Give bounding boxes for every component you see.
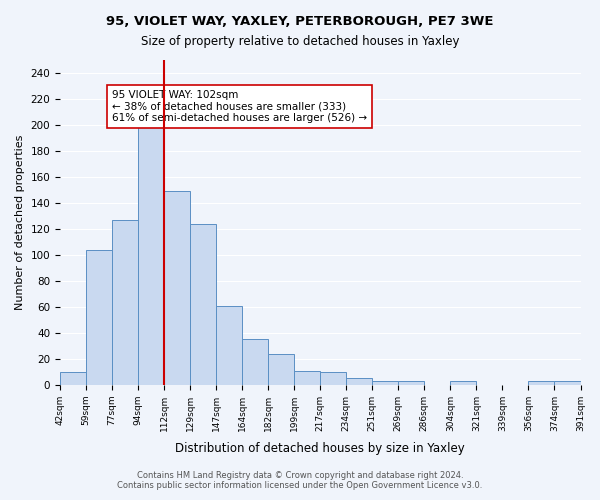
Bar xyxy=(451,381,476,385)
Text: Contains HM Land Registry data © Crown copyright and database right 2024.
Contai: Contains HM Land Registry data © Crown c… xyxy=(118,470,482,490)
Bar xyxy=(86,250,112,385)
Bar xyxy=(398,381,424,385)
Bar xyxy=(346,378,373,385)
Y-axis label: Number of detached properties: Number of detached properties xyxy=(15,134,25,310)
X-axis label: Distribution of detached houses by size in Yaxley: Distribution of detached houses by size … xyxy=(175,442,465,455)
Bar xyxy=(216,306,242,385)
Bar xyxy=(320,372,346,385)
Bar xyxy=(268,354,294,385)
Bar xyxy=(242,340,268,385)
Bar xyxy=(60,372,86,385)
Bar xyxy=(164,191,190,385)
Bar xyxy=(373,381,398,385)
Text: 95, VIOLET WAY, YAXLEY, PETERBOROUGH, PE7 3WE: 95, VIOLET WAY, YAXLEY, PETERBOROUGH, PE… xyxy=(106,15,494,28)
Bar xyxy=(529,381,554,385)
Bar xyxy=(112,220,138,385)
Text: Size of property relative to detached houses in Yaxley: Size of property relative to detached ho… xyxy=(141,35,459,48)
Bar xyxy=(294,370,320,385)
Bar xyxy=(138,125,164,385)
Text: 95 VIOLET WAY: 102sqm
← 38% of detached houses are smaller (333)
61% of semi-det: 95 VIOLET WAY: 102sqm ← 38% of detached … xyxy=(112,90,367,123)
Bar xyxy=(554,381,581,385)
Bar xyxy=(190,224,216,385)
